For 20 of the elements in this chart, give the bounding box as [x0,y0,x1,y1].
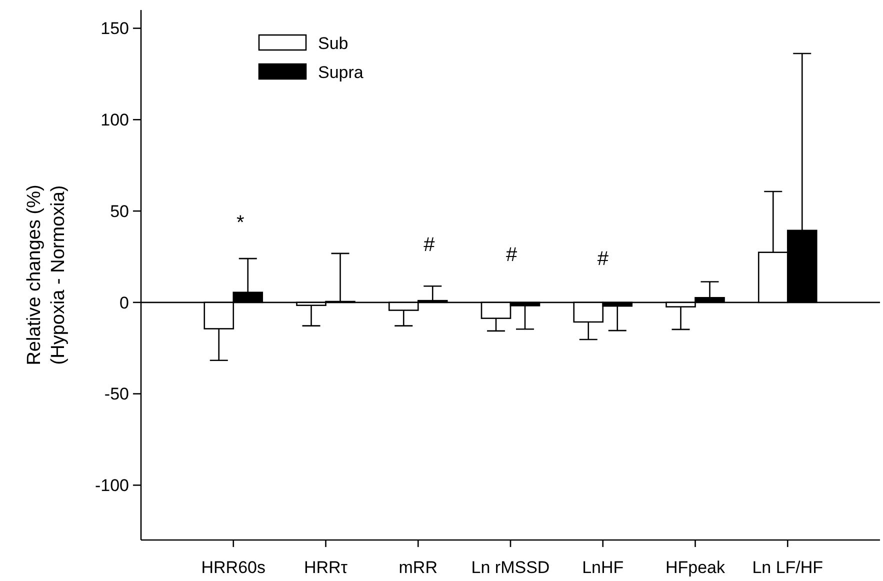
x-tick-label: HFpeak [665,558,726,577]
annotation: * [236,212,244,234]
y-tick-label: 150 [100,19,129,38]
annotation: # [506,244,518,266]
y-tick-label: -50 [104,384,129,404]
annotation: # [424,234,436,256]
y-tick-label: -100 [94,476,129,496]
y-axis-title: Relative changes (%) (Hypoxia - Normoxia) [24,184,69,366]
y-tick-label: 100 [100,110,129,130]
legend-label: Sub [318,34,348,53]
x-tick-label: LnHF [582,558,624,577]
x-tick-label: mRR [398,558,438,577]
annotation: # [597,248,610,270]
y-tick-label: 50 [110,202,129,221]
x-tick-label: HRRτ [304,558,348,577]
y-tick-label: 0 [120,293,129,312]
x-tick-label: Ln LF/HF [752,558,824,577]
x-tick-label: Ln rMSSD [471,558,550,577]
x-tick-label: HRR60s [201,558,266,577]
legend-label: Supra [318,62,364,82]
